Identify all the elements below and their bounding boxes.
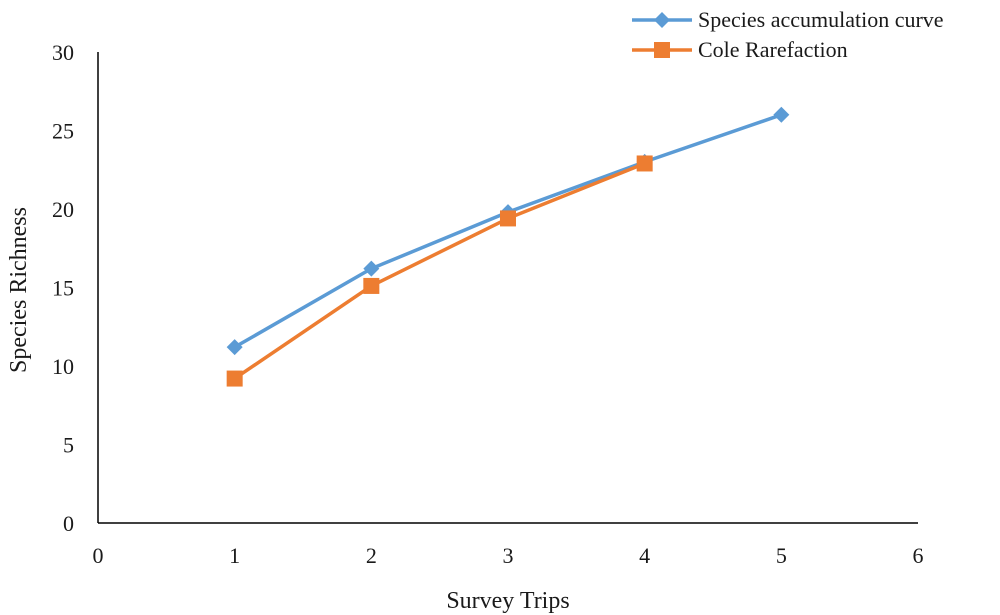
series-line — [232, 161, 647, 381]
legend-swatch-marker — [654, 42, 670, 58]
series-1 — [226, 106, 790, 356]
x-tick-label: 1 — [229, 543, 240, 568]
data-point — [636, 155, 653, 172]
x-tick-label: 5 — [776, 543, 787, 568]
x-tick-label: 3 — [503, 543, 514, 568]
data-point — [226, 370, 243, 387]
series-line — [232, 113, 784, 349]
y-tick-labels: 0 5 10 15 20 25 30 — [52, 40, 74, 536]
data-point — [773, 106, 790, 123]
x-tick-label: 4 — [639, 543, 650, 568]
legend-label: Cole Rarefaction — [698, 37, 848, 62]
data-point — [500, 210, 516, 227]
y-tick-label: 25 — [52, 119, 74, 144]
series-layer — [226, 106, 790, 387]
y-tick-label: 5 — [63, 433, 74, 458]
chart-axes — [97, 52, 918, 524]
x-tick-label: 2 — [366, 543, 377, 568]
y-tick-label: 30 — [52, 40, 74, 65]
data-point — [363, 277, 380, 294]
y-tick-label: 20 — [52, 197, 74, 222]
x-axis-title: Survey Trips — [446, 588, 569, 614]
legend-label: Species accumulation curve — [698, 7, 944, 32]
y-tick-label: 0 — [63, 511, 74, 536]
data-point — [226, 339, 243, 356]
series-2 — [226, 155, 653, 387]
legend-swatch-marker — [654, 12, 670, 28]
data-point — [363, 260, 380, 277]
legend-item: Species accumulation curve — [632, 7, 944, 32]
y-axis-title: Species Richness — [6, 207, 32, 373]
legend-item: Cole Rarefaction — [632, 37, 848, 62]
y-tick-label: 15 — [52, 276, 74, 301]
x-tick-label: 0 — [93, 543, 104, 568]
x-tick-label: 6 — [913, 543, 924, 568]
x-tick-labels: 0 1 2 3 4 5 6 — [93, 543, 924, 568]
y-tick-label: 10 — [52, 354, 74, 379]
legend: Species accumulation curve Cole Rarefacti… — [632, 7, 944, 62]
